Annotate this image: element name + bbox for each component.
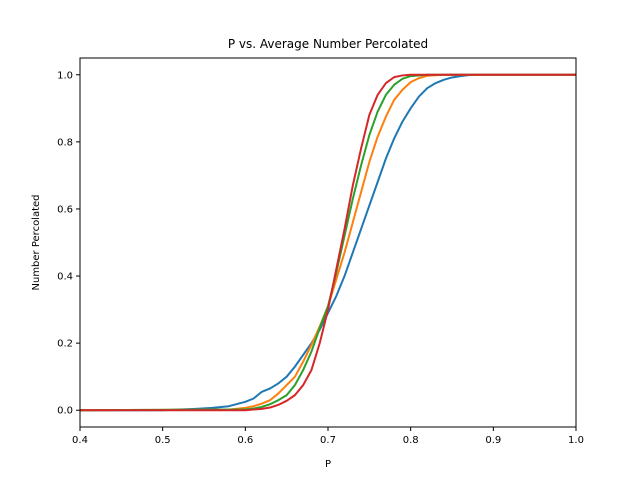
x-tick-label: 0.6	[237, 435, 253, 446]
x-tick-label: 0.7	[320, 435, 336, 446]
series-line-4	[80, 73, 576, 412]
x-tick-label: 0.5	[155, 435, 171, 446]
y-tick-label: 0.0	[57, 406, 73, 417]
x-tick-label: 0.8	[403, 435, 419, 446]
y-axis-label: Number Percolated	[31, 194, 42, 290]
y-tick-label: 0.6	[57, 204, 73, 215]
x-tick-label: 0.4	[72, 435, 88, 446]
x-axis-label: P	[325, 459, 331, 470]
x-tick-label: 1.0	[568, 435, 584, 446]
y-tick-label: 0.2	[57, 339, 73, 350]
y-tick-label: 0.8	[57, 137, 73, 148]
plot-frame	[79, 57, 577, 428]
series-line-2	[79, 73, 576, 412]
ticks-layer: 0.4 0.5 0.6 0.7 0.8 0.9 1.0 0.0 0.2 0.4 0.6 0.8 1.0	[57, 70, 584, 446]
series-line-1	[80, 73, 576, 412]
x-tick-label: 0.9	[485, 435, 501, 446]
series-layer	[79, 73, 576, 412]
y-tick-label: 0.4	[57, 272, 73, 283]
y-tick-label: 1.0	[57, 70, 73, 81]
chart-title: P vs. Average Number Percolated	[228, 37, 428, 51]
